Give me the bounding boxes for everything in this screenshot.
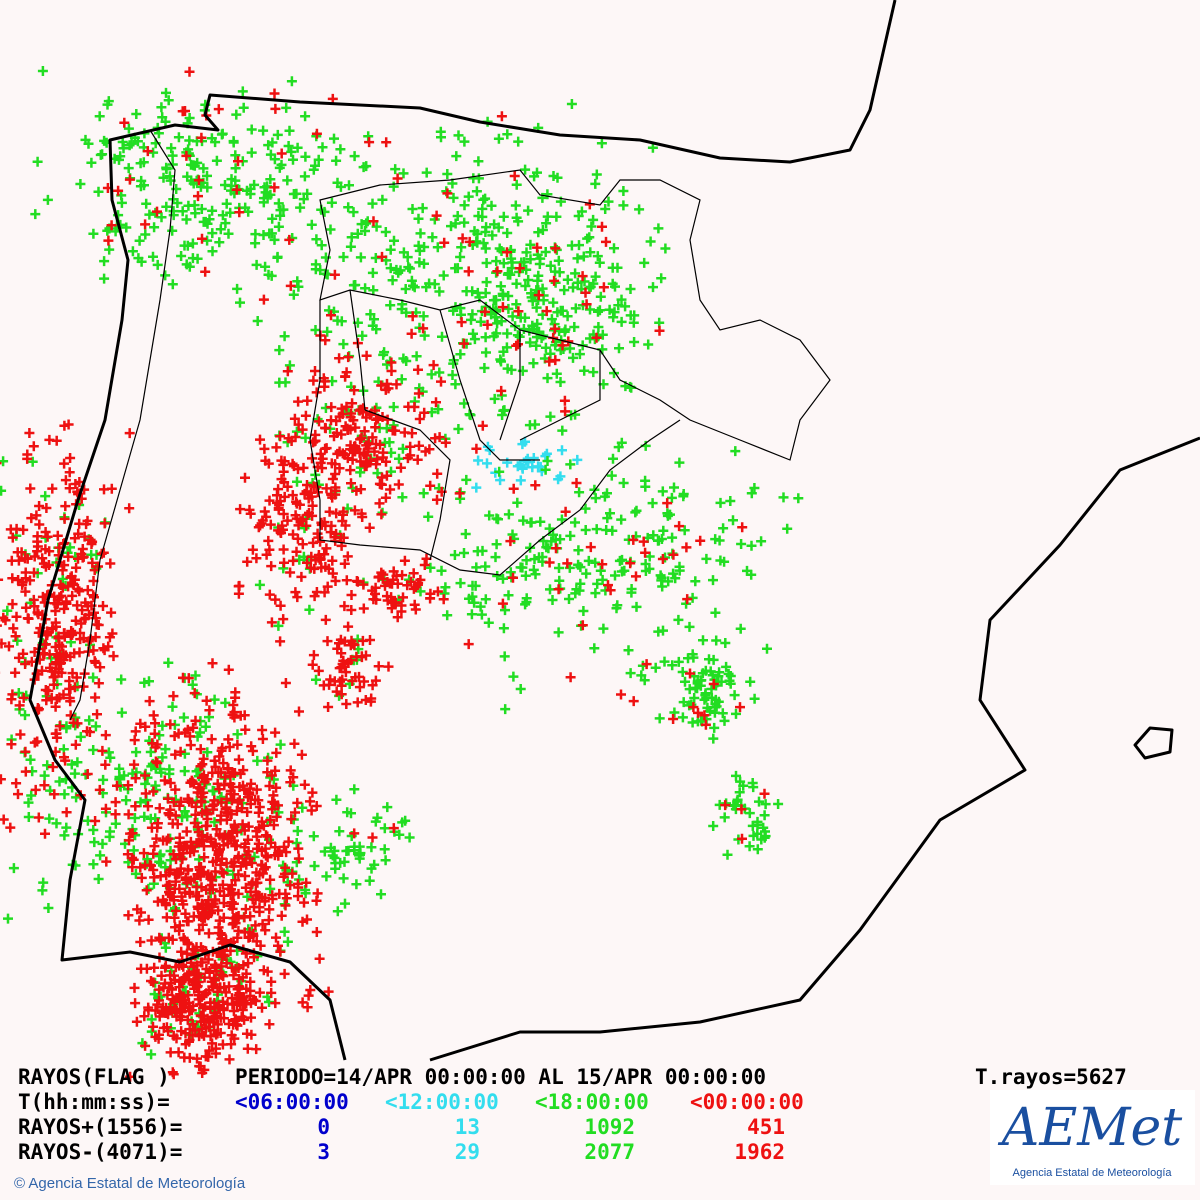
- time-column-label: <12:00:00: [385, 1090, 499, 1114]
- count-value: 3: [317, 1140, 330, 1164]
- time-label: T(hh:mm:ss)=: [18, 1090, 170, 1114]
- logo-subtitle: Agencia Estatal de Meteorología: [1013, 1167, 1173, 1179]
- region-borders: [309, 169, 831, 576]
- strike-crosses: [0, 66, 770, 1082]
- balearic-island: [1133, 726, 1174, 760]
- count-value: 0: [317, 1115, 330, 1139]
- row-label: RAYOS+(1556)=: [18, 1115, 182, 1139]
- lightning-strikes: [0, 66, 804, 1082]
- copyright: © Agencia Estatal de Meteorología: [14, 1175, 246, 1192]
- time-column-label: <06:00:00: [235, 1090, 349, 1114]
- total-label: T.rayos=5627: [975, 1065, 1127, 1089]
- row-label: RAYOS-(4071)=: [18, 1140, 182, 1164]
- coastline-atlantic: [28, 0, 897, 1061]
- period-label: PERIODO=14/APR 00:00:00 AL 15/APR 00:00:…: [235, 1065, 766, 1089]
- flag-label: RAYOS(FLAG ): [18, 1065, 170, 1089]
- count-value: 2077: [584, 1140, 635, 1164]
- count-value: 1962: [734, 1140, 785, 1164]
- portugal-border: [69, 129, 176, 721]
- legend: RAYOS(FLAG ) PERIODO=14/APR 00:00:00 AL …: [18, 1065, 1127, 1164]
- count-value: 451: [747, 1115, 785, 1139]
- time-column-label: <00:00:00: [690, 1090, 804, 1114]
- count-value: 29: [455, 1140, 480, 1164]
- coastline-mediterranean: [429, 436, 1200, 1062]
- count-value: 13: [455, 1115, 480, 1139]
- time-column-label: <18:00:00: [535, 1090, 649, 1114]
- logo-box: [990, 1090, 1195, 1185]
- logo-name: AEMet: [998, 1098, 1183, 1158]
- count-value: 1092: [584, 1115, 635, 1139]
